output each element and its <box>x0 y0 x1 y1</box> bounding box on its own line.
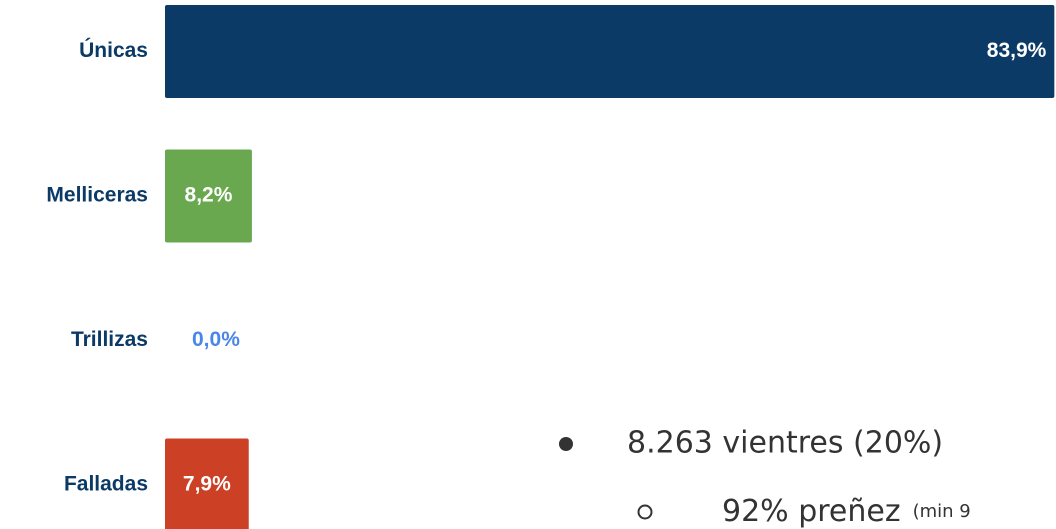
bar <box>165 149 252 243</box>
sub-bullet <box>637 504 653 520</box>
category-label: Falladas <box>64 473 148 496</box>
sub-bullet-text: 92% preñez (min 9 <box>722 494 971 529</box>
bullet-text: 8.263 vientres (20%) <box>627 426 943 461</box>
value-label: 8,2% <box>185 184 233 207</box>
value-label: 7,9% <box>183 473 231 496</box>
sub-note: (min 9 <box>913 501 971 522</box>
category-label: Únicas <box>79 38 148 62</box>
value-label: 83,9% <box>987 39 1047 62</box>
bar <box>165 438 249 529</box>
value-label: 0,0% <box>192 328 240 351</box>
bullet-dot <box>559 437 573 451</box>
sub-text: 92% preñez <box>722 494 901 529</box>
category-label: Trillizas <box>71 328 148 351</box>
category-label: Melliceras <box>46 184 148 207</box>
bar <box>165 5 1055 98</box>
